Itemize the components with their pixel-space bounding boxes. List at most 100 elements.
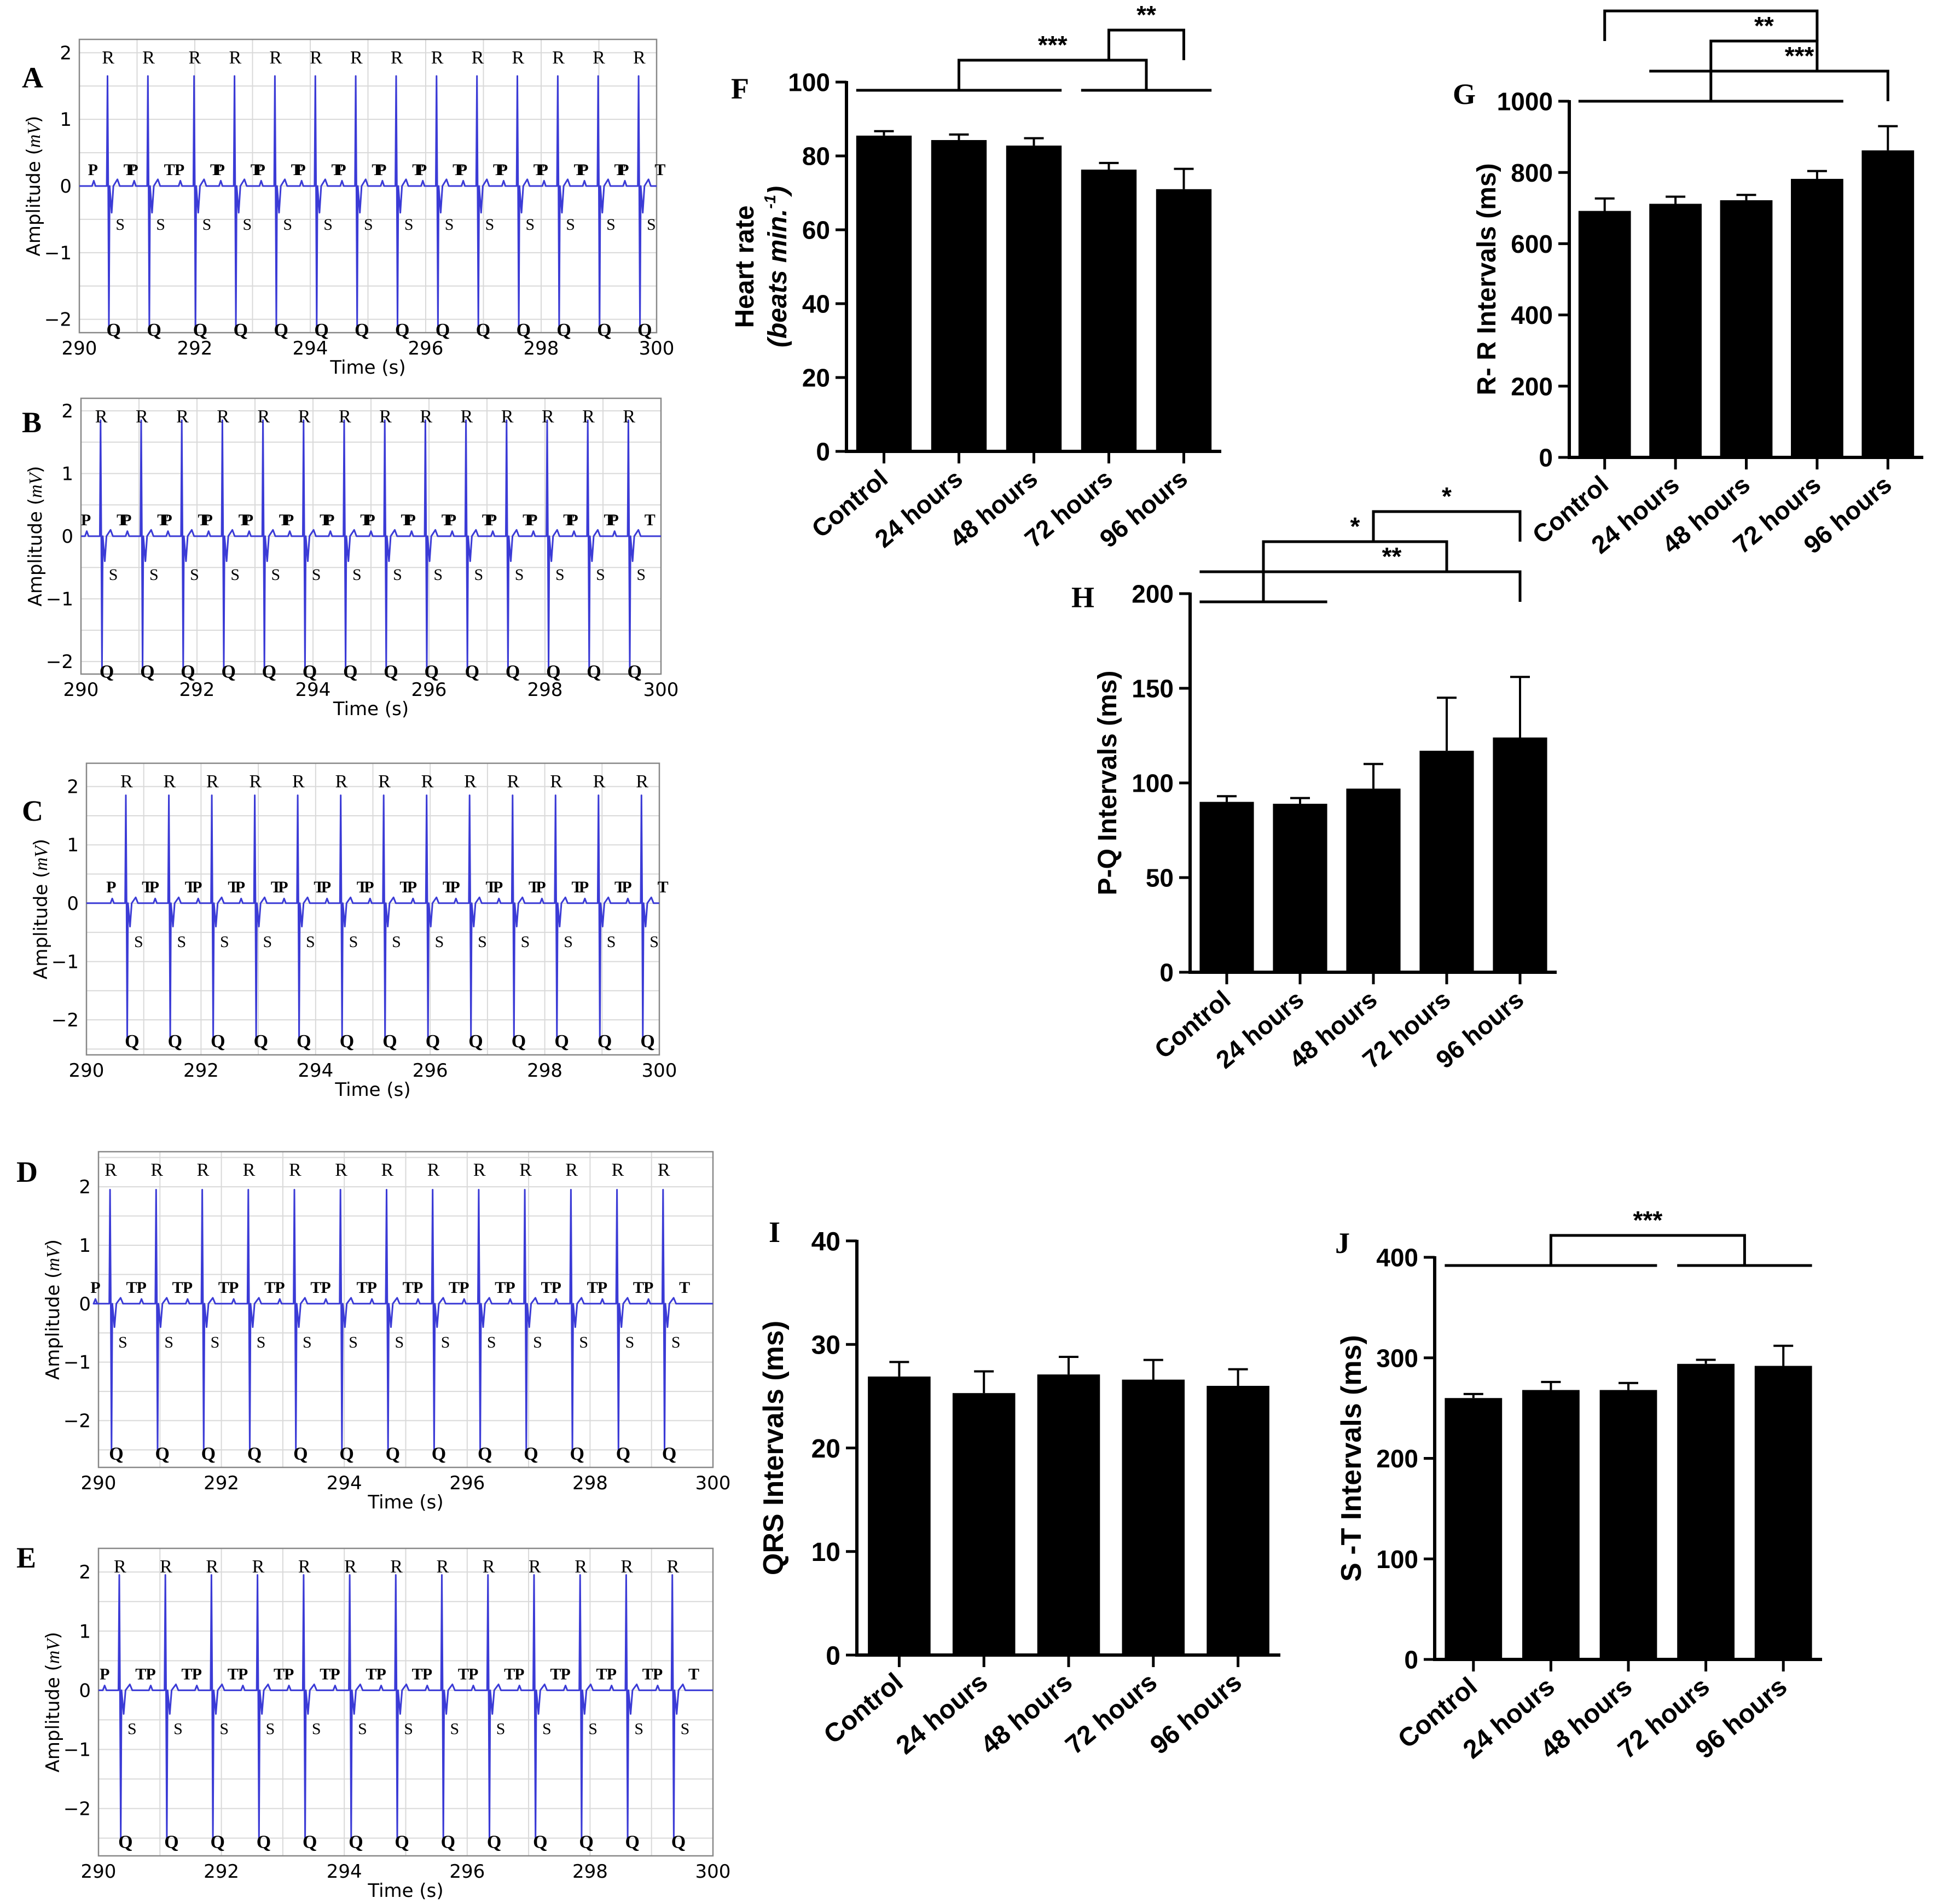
label-q-wave: Q — [221, 662, 235, 682]
ecg-trace-C — [86, 794, 659, 1038]
label-r-wave: R — [298, 1557, 311, 1577]
label-s-wave: S — [312, 1720, 321, 1738]
label-s-wave: S — [433, 566, 443, 584]
label-t-wave: T — [117, 511, 127, 529]
label-q-wave: Q — [293, 1444, 308, 1464]
bar-1 — [1649, 204, 1702, 457]
label-p-wave: P — [552, 1279, 561, 1297]
label-q-wave: Q — [506, 662, 520, 682]
label-q-wave: Q — [155, 1444, 169, 1464]
label-r-wave: R — [550, 771, 562, 792]
label-t-wave: T — [218, 1279, 229, 1297]
label-q-wave: Q — [340, 1031, 354, 1052]
label-p-wave: P — [256, 161, 265, 179]
sig-stars: *** — [1785, 42, 1814, 70]
label-q-wave: Q — [424, 662, 438, 682]
label-p-wave: P — [330, 1665, 340, 1683]
label-t-wave: T — [314, 878, 324, 896]
ecg-trace-D — [92, 1189, 713, 1451]
label-s-wave: S — [173, 1720, 183, 1738]
label-s-wave: S — [634, 1720, 643, 1738]
label-r-wave: R — [552, 48, 565, 68]
label-t-wave: T — [550, 1665, 561, 1683]
y-axis-label: Amplitude (mV) — [23, 116, 45, 257]
x-tick-label: 292 — [204, 1861, 239, 1883]
label-t-wave: T — [596, 1665, 607, 1683]
bar-4 — [1493, 737, 1547, 972]
label-q-wave: Q — [579, 1832, 593, 1853]
panel-label-H: H — [1071, 581, 1094, 614]
label-q-wave: Q — [343, 662, 357, 682]
label-t-wave: T — [271, 878, 282, 896]
label-q-wave: Q — [570, 1444, 584, 1464]
label-s-wave: S — [521, 933, 530, 951]
label-t-wave: T — [482, 511, 493, 529]
label-s-wave: S — [115, 216, 125, 234]
label-q-wave: Q — [468, 1031, 483, 1052]
sig-bracket — [1262, 540, 1448, 572]
bar-0 — [856, 135, 912, 451]
label-p-wave: P — [121, 511, 131, 529]
label-q-wave: Q — [147, 320, 161, 340]
label-r-wave: R — [391, 48, 403, 68]
y-tick-label: 2 — [79, 1561, 91, 1583]
label-r-wave: R — [95, 407, 108, 427]
bar-2 — [1346, 788, 1401, 972]
y-tick-label: 800 — [1511, 159, 1553, 187]
sig-stars: ** — [1754, 11, 1774, 40]
bar-2 — [1599, 1390, 1657, 1659]
label-r-wave: R — [620, 1557, 633, 1577]
y-axis-label-unit: mV — [31, 844, 51, 871]
y-tick-label: 100 — [1376, 1545, 1418, 1574]
label-s-wave: S — [127, 1720, 137, 1738]
label-q-wave: Q — [556, 320, 571, 340]
label-q-wave: Q — [211, 1031, 225, 1052]
y-tick-label: −1 — [63, 1352, 91, 1374]
y-tick-label: 1 — [61, 463, 73, 485]
y-axis-label-unit: mV — [43, 1244, 63, 1272]
y-tick-label: 0 — [816, 438, 830, 466]
label-s-wave: S — [474, 566, 484, 584]
label-p-wave: P — [106, 878, 116, 896]
sig-bracket — [1709, 69, 1889, 101]
y-tick-label: 0 — [79, 1680, 91, 1702]
label-q-wave: Q — [193, 320, 207, 340]
label-q-wave: Q — [554, 1031, 569, 1052]
sig-stars: * — [1350, 512, 1360, 541]
label-s-wave: S — [349, 933, 358, 951]
y-axis-label-suffix: ) — [23, 116, 45, 123]
x-tick-label: 296 — [413, 1060, 448, 1082]
label-s-wave: S — [579, 1333, 588, 1351]
ecg-grid-E — [98, 1548, 714, 1856]
label-q-wave: Q — [625, 1832, 640, 1853]
label-q-wave: Q — [254, 1031, 268, 1052]
label-p-wave: P — [192, 1665, 202, 1683]
label-r-wave: R — [431, 48, 444, 68]
label-r-wave: R — [310, 48, 322, 68]
label-s-wave: S — [564, 933, 573, 951]
x-tick-label: 296 — [449, 1472, 485, 1494]
label-t-wave: T — [210, 161, 221, 179]
label-s-wave: S — [156, 216, 165, 234]
label-s-wave: S — [202, 216, 212, 234]
label-q-wave: Q — [616, 1444, 630, 1464]
label-q-wave: Q — [107, 320, 121, 340]
y-tick-label: 80 — [802, 142, 830, 171]
label-r-wave: R — [612, 1160, 624, 1180]
label-p-wave: P — [598, 1279, 607, 1297]
label-r-wave: R — [636, 771, 648, 792]
y-axis-label-unit: mV — [43, 1637, 63, 1664]
label-s-wave: S — [636, 566, 646, 584]
label-q-wave: Q — [598, 1031, 612, 1052]
label-r-wave: R — [252, 1557, 265, 1577]
label-r-wave: R — [575, 1557, 587, 1577]
label-r-wave: R — [250, 771, 262, 792]
label-s-wave: S — [566, 216, 575, 234]
label-r-wave: R — [335, 1160, 347, 1180]
label-t-wave: T — [449, 1279, 460, 1297]
x-tick-label: 298 — [572, 1472, 608, 1494]
label-s-wave: S — [364, 216, 373, 234]
x-tick-label: 72 hours — [1060, 1668, 1163, 1760]
label-t-wave: T — [574, 161, 585, 179]
